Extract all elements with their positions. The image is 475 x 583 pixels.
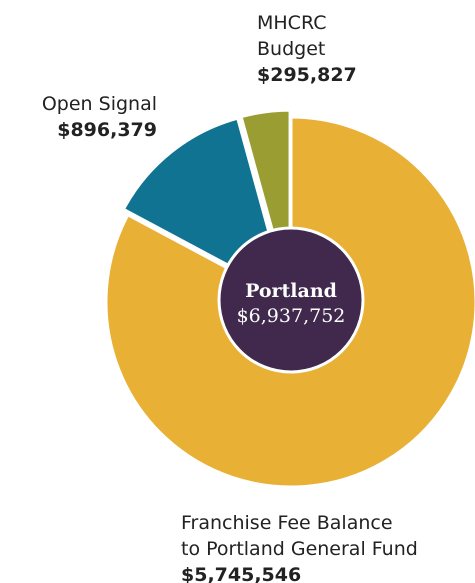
slice-label: to Portland General Fund: [181, 538, 418, 560]
slice-label: Franchise Fee Balance: [181, 512, 393, 534]
center-value: $6,937,752: [237, 305, 346, 327]
center-label: Portland: [245, 280, 337, 302]
value-label: $5,745,546: [181, 564, 301, 583]
slice-label: Open Signal: [42, 93, 157, 115]
value-label: $896,379: [57, 119, 157, 141]
slice-label: Budget: [257, 38, 325, 60]
value-label: $295,827: [257, 64, 357, 86]
slice-label: MHCRC: [257, 12, 326, 34]
center-circle: [217, 226, 365, 374]
